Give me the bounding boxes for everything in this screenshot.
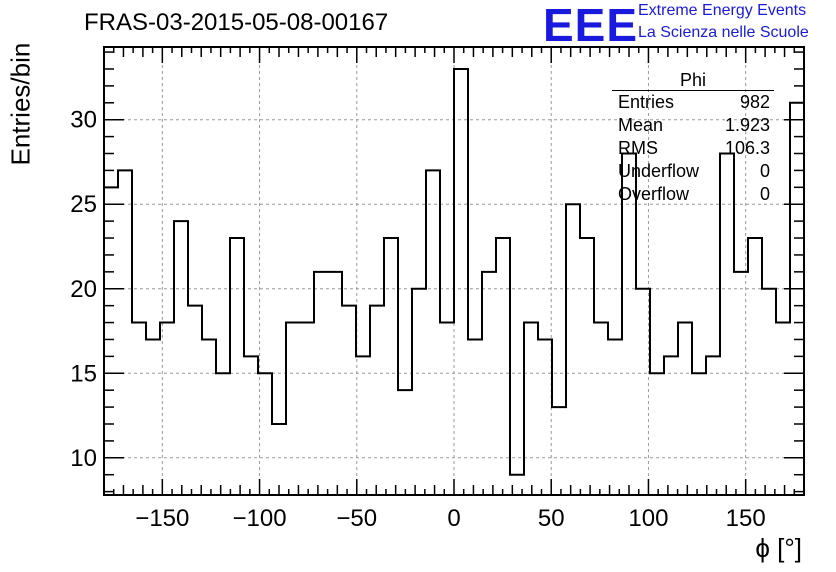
stats-box: Phi Entries 982 Mean 1.923 RMS 106.3 Und… [610, 70, 778, 206]
axis-ticks [104, 47, 804, 495]
y-tick-label: 30 [70, 107, 97, 134]
stats-row-overflow: Overflow 0 [610, 183, 778, 206]
x-tick-label: −100 [233, 505, 287, 532]
stats-row-rms: RMS 106.3 [610, 137, 778, 160]
stats-row-mean: Mean 1.923 [610, 114, 778, 137]
stats-label: Entries [618, 92, 675, 112]
stats-label: Underflow [618, 161, 700, 181]
x-tick-label: 150 [726, 505, 766, 532]
y-tick-label: 10 [70, 445, 97, 472]
y-tick-label: 25 [70, 191, 97, 218]
chart-title: FRAS-03-2015-05-08-00167 [84, 9, 389, 36]
x-tick-label: −150 [135, 505, 189, 532]
stats-value: 0 [759, 184, 770, 204]
x-tick-label: −50 [336, 505, 377, 532]
stats-value: 0 [759, 161, 770, 181]
y-axis-label: Entries/bin [5, 42, 36, 166]
grid-lines [104, 47, 804, 495]
stats-value: 1.923 [724, 115, 770, 135]
stats-value: 106.3 [724, 138, 770, 158]
stats-value: 982 [739, 92, 770, 112]
stats-row-entries: Entries 982 [610, 91, 778, 114]
histogram-line [104, 67, 804, 476]
logo-line-1: Extreme Energy Events [638, 2, 807, 19]
x-tick-labels: −150 −100 −50 0 50 100 150 [135, 505, 765, 532]
stats-label: RMS [618, 138, 658, 158]
y-tick-label: 15 [70, 360, 97, 387]
x-tick-label: 100 [628, 505, 668, 532]
stats-label: Mean [618, 115, 664, 135]
y-tick-labels: 10 15 20 25 30 [70, 107, 97, 472]
stats-title: Phi [612, 70, 774, 91]
y-tick-label: 20 [70, 276, 97, 303]
logo-line-2: La Scienza nelle Scuole [638, 24, 809, 41]
x-tick-label: 50 [538, 505, 565, 532]
x-tick-label: 0 [447, 505, 460, 532]
stats-row-underflow: Underflow 0 [610, 160, 778, 183]
stats-label: Overflow [618, 184, 690, 204]
x-axis-label: ϕ [°] [755, 533, 802, 563]
eee-logo: EEE [543, 0, 639, 51]
